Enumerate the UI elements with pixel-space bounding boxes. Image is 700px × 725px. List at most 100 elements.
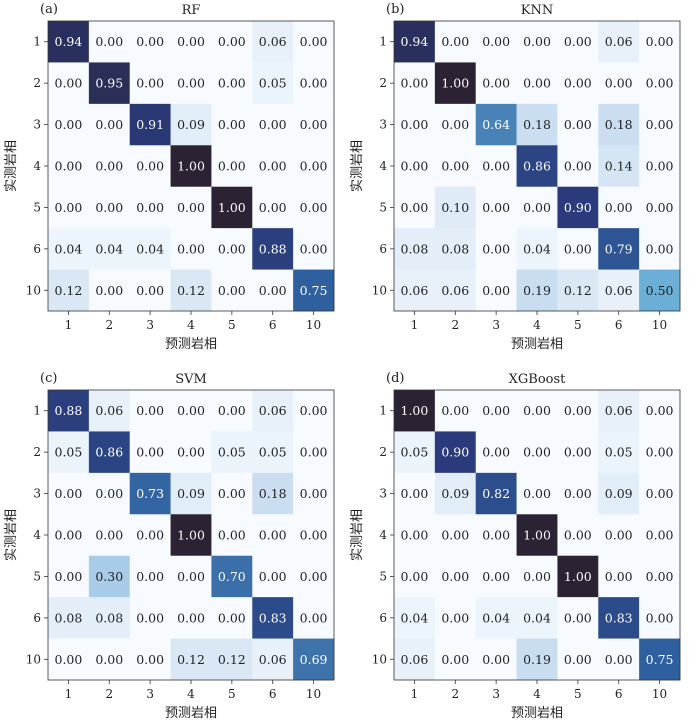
cell-value: 0.88 [55,403,83,418]
cell-value: 0.09 [441,486,469,501]
cell-value: 0.00 [441,159,469,174]
matrix-cell [48,555,90,598]
cell-value: 0.00 [218,159,246,174]
matrix-cell [475,390,517,432]
y-tick-label: 6 [33,611,41,625]
cell-value: 0.06 [605,403,633,418]
matrix-cell [557,103,599,146]
cell-value: 1.00 [177,528,205,543]
cell-value: 0.00 [136,76,164,91]
matrix-cell [639,555,681,598]
cell-value: 0.00 [177,200,205,215]
cell-value: 0.05 [259,445,287,460]
confusion-matrix-panel: 0.94 0.00 0.00 0.00 0.00 0.06 0.00 0.00 1.00 0.00… [350,2,681,352]
cell-value: 0.00 [605,76,633,91]
matrix-cell [639,21,681,63]
cell-value: 0.04 [523,241,551,256]
y-tick-label: 5 [379,200,387,214]
cell-value: 0.00 [95,159,123,174]
y-tick-label: 4 [379,159,387,173]
matrix-cell [293,514,335,557]
matrix-cell [129,555,171,598]
matrix-cell [252,269,294,312]
cell-value: 0.00 [564,76,592,91]
matrix-cell [394,21,436,63]
matrix-cell [293,638,335,681]
cell-value: 0.00 [300,241,328,256]
matrix-cell [293,103,335,146]
x-tick-label: 10 [306,318,321,332]
matrix-cell [394,186,436,229]
cell-value: 0.18 [259,486,287,501]
cell-value: 0.00 [441,610,469,625]
cell-value: 0.00 [300,403,328,418]
cell-value: 0.70 [218,569,246,584]
matrix-cell [170,514,212,557]
x-tick-label: 1 [411,318,419,332]
cell-value: 0.05 [401,445,429,460]
cell-value: 0.00 [300,569,328,584]
y-tick-label: 6 [33,242,41,256]
matrix-cell [598,145,640,188]
cell-value: 0.00 [177,76,205,91]
matrix-cell [48,514,90,557]
cell-value: 0.86 [523,159,551,174]
matrix-cell [48,62,90,105]
cell-value: 0.00 [401,200,429,215]
matrix-cell [639,514,681,557]
cell-value: 0.88 [259,241,287,256]
cell-value: 1.00 [564,569,592,584]
cell-value: 0.75 [646,652,674,667]
matrix-cell [598,638,640,681]
matrix-cell [394,103,436,146]
y-tick-label: 3 [379,487,387,501]
matrix-cell [88,103,131,146]
cell-value: 0.00 [482,403,510,418]
cell-value: 0.00 [441,34,469,49]
cell-value: 0.00 [259,528,287,543]
matrix-cell [129,186,171,229]
matrix-cell [293,228,335,270]
matrix-cell [170,431,212,474]
cell-value: 0.00 [55,528,83,543]
cell-value: 1.00 [441,76,469,91]
matrix-cell [129,269,171,312]
matrix-cell [475,514,517,557]
cell-value: 0.00 [401,569,429,584]
matrix-cell [211,269,253,312]
cell-value: 0.04 [55,241,83,256]
cell-value: 0.00 [300,159,328,174]
cell-value: 0.04 [95,241,123,256]
matrix-cell [129,145,171,188]
cell-value: 0.00 [136,34,164,49]
x-tick-label: 6 [615,318,623,332]
cell-value: 0.00 [482,569,510,584]
matrix-cell [598,186,640,229]
confusion-matrix-panel: 0.94 0.00 0.00 0.00 0.00 0.06 0.00 0.00 0.95 0.00… [4,2,335,352]
matrix-cell [639,269,681,312]
matrix-cell [129,21,171,63]
matrix-cell [293,555,335,598]
cell-value: 0.00 [136,652,164,667]
cell-value: 0.08 [55,610,83,625]
matrix-cell [394,472,436,515]
matrix-cell [516,186,558,229]
cell-value: 0.06 [259,34,287,49]
cell-value: 0.82 [482,486,510,501]
matrix-cell [557,186,599,229]
matrix-cell [639,431,681,474]
cell-value: 0.00 [605,569,633,584]
matrix-cell [170,555,212,598]
cell-value: 0.90 [441,445,469,460]
cell-value: 0.00 [218,610,246,625]
matrix-cell [557,555,599,598]
cell-value: 0.00 [523,76,551,91]
cell-value: 0.00 [564,117,592,132]
matrix-cell [293,145,335,188]
x-axis-label: 预测岩相 [511,706,563,721]
cell-value: 0.09 [605,486,633,501]
cell-value: 0.00 [300,528,328,543]
matrix-cell [170,228,212,270]
cell-value: 0.00 [259,200,287,215]
